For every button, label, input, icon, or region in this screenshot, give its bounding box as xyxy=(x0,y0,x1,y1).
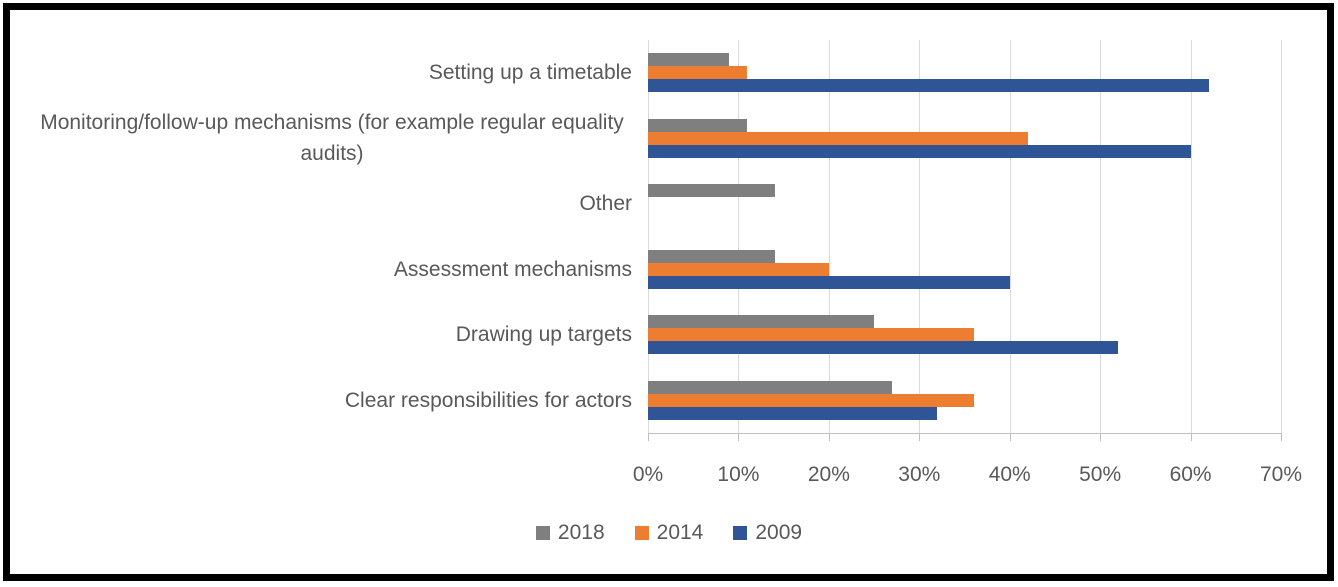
legend-label: 2018 xyxy=(557,521,605,544)
x-axis-tick-label: 10% xyxy=(717,463,760,486)
axis-tick xyxy=(1190,433,1192,441)
axis-tick xyxy=(919,433,921,441)
legend-label: 2009 xyxy=(755,521,803,544)
gridline xyxy=(1100,40,1102,433)
legend-swatch-icon xyxy=(634,526,649,540)
legend-label: 2014 xyxy=(656,521,704,544)
category-label: Drawing up targets xyxy=(32,302,632,368)
x-axis-tick-label: 70% xyxy=(1259,463,1303,486)
category-label-text: Setting up a timetable xyxy=(428,61,632,85)
category-label: Other xyxy=(32,171,632,237)
category-label-text: Clear responsibilities for actors xyxy=(344,388,632,412)
x-axis-tick-label: 20% xyxy=(807,463,850,486)
gridline xyxy=(738,40,740,433)
bar-2009 xyxy=(648,406,938,420)
bar-2014 xyxy=(648,131,1028,145)
bar-2009 xyxy=(648,79,1209,93)
legend-item-2009: 2009 xyxy=(733,521,802,545)
gridline xyxy=(648,40,649,433)
legend-item-2014: 2014 xyxy=(634,521,704,545)
x-axis-tick-label: 40% xyxy=(988,463,1031,486)
category-label: Monitoring/follow-up mechanisms (for exa… xyxy=(32,106,632,172)
x-axis-tick-label: 50% xyxy=(1079,463,1122,486)
axis-tick xyxy=(1100,433,1102,441)
bar-2018 xyxy=(648,249,775,263)
legend-swatch-icon xyxy=(733,526,748,540)
bar-2009 xyxy=(648,341,1119,355)
bar-2018 xyxy=(648,53,730,67)
category-label-text: Other xyxy=(579,192,632,216)
bar-2014 xyxy=(648,66,748,80)
bar-2009 xyxy=(648,275,1010,289)
bar-2018 xyxy=(648,184,775,198)
x-axis-tick-label: 30% xyxy=(898,463,941,486)
category-label: Setting up a timetable xyxy=(32,40,632,106)
axis-tick xyxy=(828,433,830,441)
x-axis-tick-label: 60% xyxy=(1169,463,1212,486)
x-axis-tick-label: 0% xyxy=(632,463,664,486)
category-label-text: Monitoring/follow-up mechanisms (for exa… xyxy=(40,111,624,166)
axis-tick xyxy=(738,433,740,441)
bar-2018 xyxy=(648,315,875,329)
category-label-text: Assessment mechanisms xyxy=(393,257,632,281)
category-label: Assessment mechanisms xyxy=(32,237,632,303)
legend: 2018 2014 2009 xyxy=(0,521,1338,545)
gridline xyxy=(828,40,830,433)
bar-2018 xyxy=(648,380,893,394)
legend-swatch-icon xyxy=(535,526,550,540)
category-label-text: Drawing up targets xyxy=(455,323,632,347)
bar-2014 xyxy=(648,328,974,342)
bar-2014 xyxy=(648,262,829,276)
gridline xyxy=(1190,40,1192,433)
x-axis-line xyxy=(648,433,1282,434)
category-label: Clear responsibilities for actors xyxy=(32,368,632,434)
gridline xyxy=(1009,40,1011,433)
axis-tick xyxy=(1009,433,1011,441)
gridline xyxy=(1281,40,1282,433)
bar-2018 xyxy=(648,118,748,132)
bar-2014 xyxy=(648,393,974,407)
bar-2009 xyxy=(648,144,1191,158)
axis-tick xyxy=(648,433,649,441)
axis-tick xyxy=(1281,433,1282,441)
gridline xyxy=(919,40,921,433)
legend-item-2018: 2018 xyxy=(535,521,605,545)
